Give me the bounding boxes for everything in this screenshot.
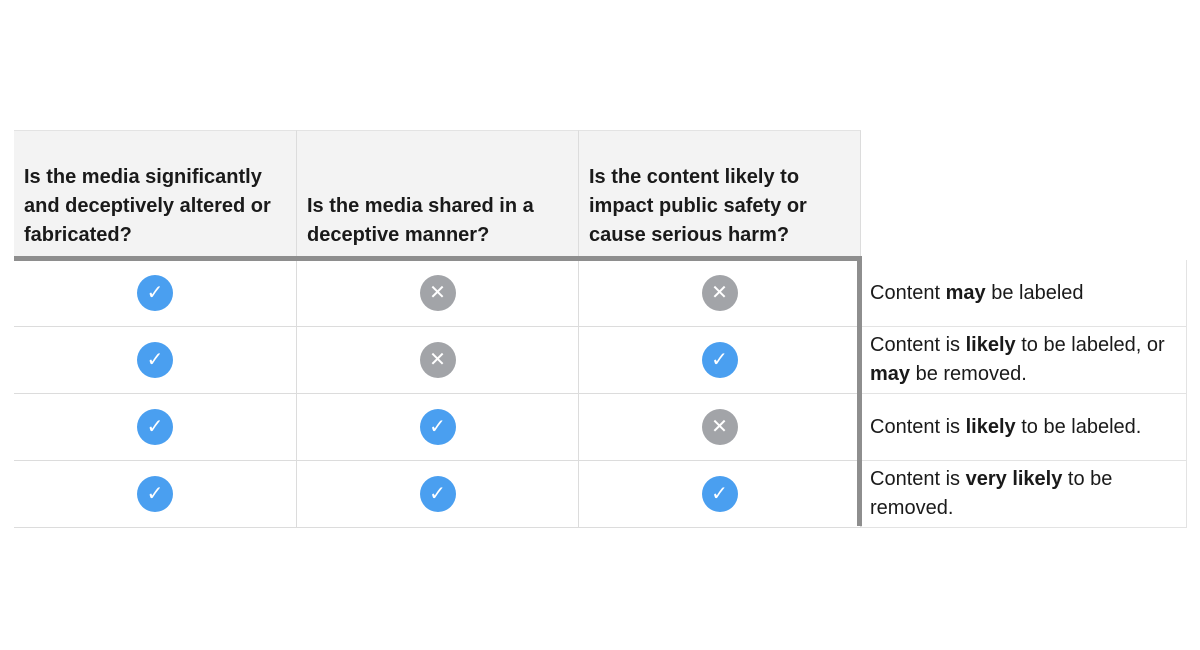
column-header: Is the media significantly and deceptive…: [14, 130, 297, 256]
column-header: Is the content likely to impact public s…: [579, 130, 861, 256]
answer-cell: ✕: [579, 260, 861, 327]
outcome-text: be removed.: [910, 363, 1027, 385]
answer-cell: ✕: [297, 327, 579, 394]
check-icon: ✓: [701, 476, 738, 512]
outcome-text: to be removed.: [870, 468, 1113, 519]
x-icon: ✕: [701, 275, 738, 311]
outcome-cell: Content is likely to be labeled.: [861, 394, 1187, 461]
check-icon: ✓: [419, 476, 456, 512]
outcome-cell: Content may be labeled: [861, 260, 1187, 327]
answer-cell: ✓: [14, 327, 297, 394]
outcome-text: Content is: [870, 334, 966, 356]
check-icon: ✓: [137, 342, 173, 378]
outcome-text: Content is: [870, 415, 966, 438]
check-icon: ✓: [701, 342, 738, 378]
x-icon: ✕: [701, 409, 738, 445]
x-icon: ✕: [419, 342, 456, 378]
check-icon: ✓: [137, 275, 173, 311]
outcome-cell: Content is likely to be labeled, or may …: [861, 327, 1187, 394]
answer-cell: ✓: [14, 394, 297, 461]
answer-cell: ✓: [579, 327, 861, 394]
answer-cell: ✓: [14, 461, 297, 528]
outcome-cell: Content is very likely to be removed.: [861, 461, 1187, 528]
check-icon: ✓: [137, 476, 173, 512]
outcome-text: Content: [870, 281, 946, 304]
column-header-label: Is the content likely to impact public s…: [589, 166, 807, 246]
column-header-label: Is the media significantly and deceptive…: [24, 166, 271, 246]
outcome-text: Content is: [870, 468, 966, 490]
header-divider: [14, 256, 861, 261]
outcome-emphasis: may: [945, 281, 986, 304]
column-header: Is the media shared in a deceptive manne…: [297, 130, 579, 256]
outcome-divider: [857, 256, 862, 526]
outcome-emphasis: very likely: [965, 468, 1063, 490]
answer-cell: ✓: [579, 461, 861, 528]
outcome-emphasis: likely: [965, 334, 1016, 356]
check-icon: ✓: [419, 409, 456, 445]
column-header-label: Is the media shared in a deceptive manne…: [307, 195, 534, 246]
outcome-text: to be labeled.: [1015, 415, 1142, 438]
check-icon: ✓: [137, 409, 173, 445]
x-icon: ✕: [419, 275, 456, 311]
answer-cell: ✕: [297, 260, 579, 327]
answer-cell: ✓: [297, 394, 579, 461]
answer-cell: ✓: [14, 260, 297, 327]
answer-cell: ✕: [579, 394, 861, 461]
outcome-text: to be labeled, or: [1015, 334, 1165, 356]
outcome-emphasis: may: [870, 363, 911, 385]
outcome-emphasis: likely: [965, 415, 1016, 438]
answer-cell: ✓: [297, 461, 579, 528]
outcome-text: be labeled: [985, 281, 1084, 304]
